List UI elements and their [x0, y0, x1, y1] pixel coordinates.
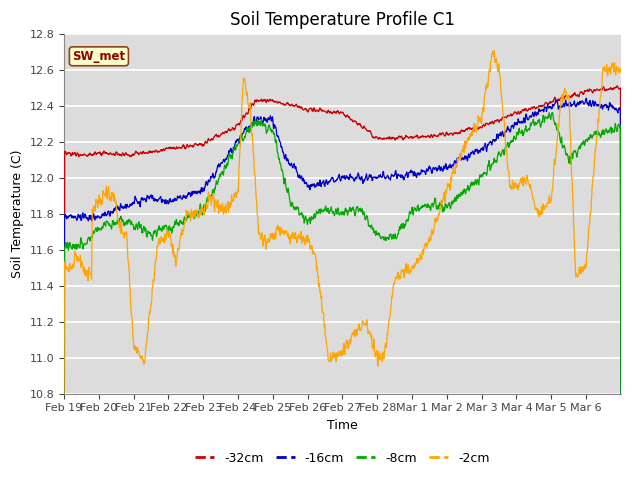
Title: Soil Temperature Profile C1: Soil Temperature Profile C1 [230, 11, 455, 29]
Y-axis label: Soil Temperature (C): Soil Temperature (C) [11, 149, 24, 278]
X-axis label: Time: Time [327, 419, 358, 432]
Legend: -32cm, -16cm, -8cm, -2cm: -32cm, -16cm, -8cm, -2cm [190, 447, 495, 469]
Text: SW_met: SW_met [72, 50, 125, 63]
